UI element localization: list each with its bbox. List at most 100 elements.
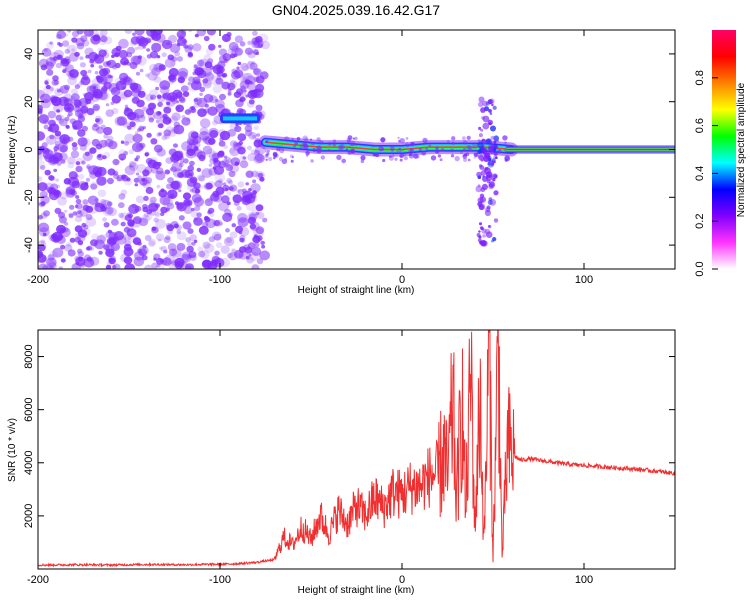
noise-blob [38, 244, 46, 252]
noise-blob [202, 78, 209, 84]
burst-blob [478, 204, 485, 210]
noise-blob [242, 72, 254, 83]
noise-blob [68, 52, 79, 62]
noise-blob [196, 59, 205, 67]
noise-blob [225, 237, 232, 244]
noise-blob [137, 248, 142, 254]
noise-blob [153, 144, 163, 153]
noise-blob [165, 157, 173, 164]
burst-blob [478, 154, 485, 162]
noise-blob [257, 172, 264, 178]
noise-blob [53, 49, 64, 59]
noise-blob [135, 35, 146, 45]
noise-blob [77, 248, 83, 254]
noise-blob [55, 62, 62, 69]
noise-blob [64, 48, 71, 54]
noise-blob [141, 214, 150, 223]
noise-blob [49, 51, 61, 62]
noise-blob [262, 217, 268, 223]
noise-blob [103, 81, 108, 86]
noise-blob [218, 48, 227, 56]
noise-blob [68, 213, 74, 219]
noise-blob [169, 167, 174, 171]
noise-blob [120, 140, 125, 144]
noise-blob [67, 156, 76, 165]
noise-blob [91, 233, 100, 241]
noise-blob [236, 143, 241, 149]
burst-blob [488, 225, 492, 229]
noise-blob [105, 248, 115, 258]
noise-blob [111, 107, 119, 115]
noise-blob [235, 122, 239, 126]
noise-blob [99, 30, 108, 37]
noise-blob [120, 92, 129, 101]
noise-blob [77, 137, 88, 147]
noise-blob [56, 109, 60, 113]
noise-blob [249, 62, 258, 71]
noise-blob [103, 134, 109, 139]
noise-blob [90, 181, 98, 189]
noise-blob [253, 68, 262, 76]
noise-blob [133, 177, 140, 183]
ridge-speckle [310, 159, 314, 163]
noise-blob [247, 153, 257, 162]
noise-blob [169, 193, 175, 199]
noise-blob [229, 148, 236, 154]
ridge-speckle [397, 136, 400, 139]
noise-blob [120, 189, 128, 196]
noise-blob [156, 148, 166, 157]
noise-blob [158, 64, 166, 71]
noise-blob [256, 154, 266, 163]
ridge-speckle [460, 151, 463, 155]
noise-blob [44, 80, 49, 84]
noise-blob [144, 151, 150, 156]
noise-blob [162, 113, 168, 119]
snr-series-line [38, 330, 675, 568]
noise-blob [182, 91, 190, 97]
noise-blob [183, 199, 191, 206]
noise-blob [236, 142, 242, 148]
noise-blob [248, 188, 252, 192]
burst-blob [479, 226, 484, 230]
noise-blob [201, 168, 213, 178]
y-tick-label: 20 [23, 96, 35, 108]
noise-blob [228, 170, 236, 178]
noise-blob [47, 126, 53, 132]
noise-blob [87, 69, 92, 74]
noise-blob [197, 246, 204, 252]
noise-blob [171, 112, 181, 121]
noise-blob [48, 251, 58, 260]
ridge-speckle [305, 150, 310, 156]
noise-blob [227, 82, 236, 91]
noise-blob [97, 154, 102, 158]
noise-blob [158, 246, 163, 250]
noise-blob [170, 115, 178, 123]
burst-blob [495, 156, 498, 159]
noise-blob [78, 173, 85, 180]
noise-blob [74, 215, 83, 223]
noise-blob [240, 62, 249, 71]
ridge-speckle [266, 152, 270, 156]
noise-blob [192, 43, 202, 52]
noise-blob [260, 240, 266, 245]
noise-blob [111, 54, 115, 59]
noise-blob [173, 223, 179, 229]
noise-blob [250, 183, 261, 193]
noise-blob [129, 161, 136, 168]
noise-blob [259, 250, 270, 261]
burst-blob [491, 162, 494, 166]
noise-blob [82, 199, 89, 205]
noise-blob [203, 93, 214, 103]
noise-blob [144, 234, 152, 242]
noise-blob [145, 186, 154, 195]
noise-blob [230, 79, 236, 84]
noise-blob [215, 242, 223, 249]
noise-blob [156, 184, 161, 189]
ridge-speckle [463, 157, 468, 162]
noise-blob [77, 251, 85, 257]
noise-blob [165, 235, 171, 241]
noise-blob [251, 37, 260, 45]
noise-blob [43, 85, 54, 95]
noise-blob [60, 159, 66, 164]
noise-blob [201, 221, 209, 228]
